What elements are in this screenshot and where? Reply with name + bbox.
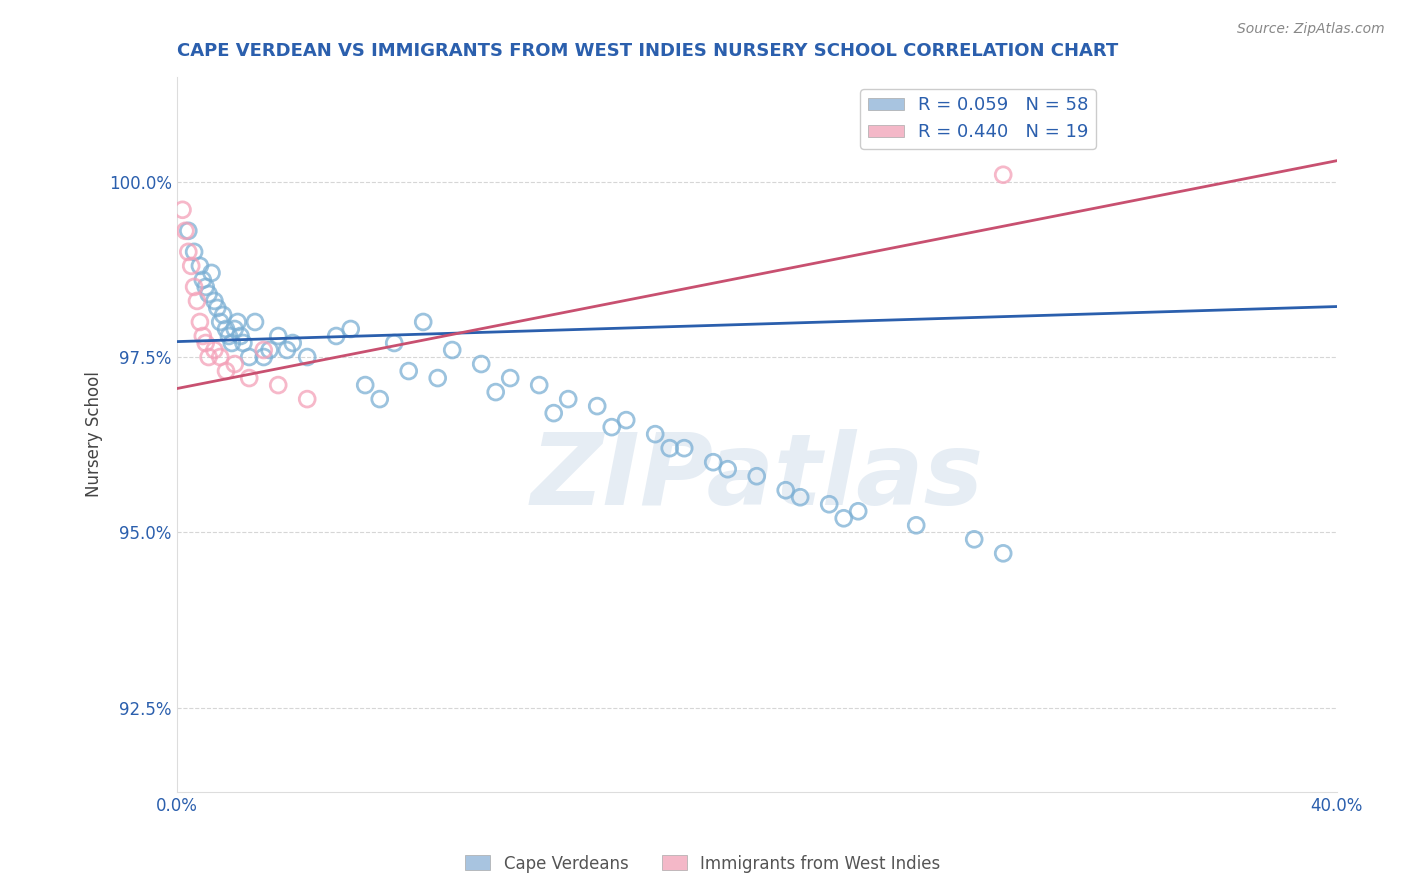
- Point: [183, 244, 205, 259]
- Point: [174, 224, 197, 238]
- Point: [557, 392, 579, 406]
- Point: [183, 280, 205, 294]
- Point: [209, 315, 232, 329]
- Point: [658, 441, 681, 455]
- Point: [354, 378, 377, 392]
- Point: [398, 364, 420, 378]
- Point: [267, 329, 290, 343]
- Point: [775, 483, 797, 498]
- Point: [993, 546, 1015, 560]
- Point: [224, 322, 246, 336]
- Point: [297, 392, 319, 406]
- Point: [253, 350, 276, 364]
- Point: [188, 315, 211, 329]
- Point: [177, 224, 200, 238]
- Point: [470, 357, 492, 371]
- Point: [382, 336, 405, 351]
- Point: [172, 202, 194, 217]
- Point: [789, 490, 811, 504]
- Point: [212, 308, 235, 322]
- Point: [186, 293, 208, 308]
- Point: [243, 315, 266, 329]
- Point: [368, 392, 391, 406]
- Point: [600, 420, 623, 434]
- Point: [207, 301, 229, 315]
- Point: [586, 399, 609, 413]
- Point: [529, 378, 551, 392]
- Point: [846, 504, 869, 518]
- Point: [180, 259, 202, 273]
- Text: Source: ZipAtlas.com: Source: ZipAtlas.com: [1237, 22, 1385, 37]
- Y-axis label: Nursery School: Nursery School: [86, 371, 103, 497]
- Point: [485, 385, 508, 400]
- Point: [644, 427, 666, 442]
- Point: [204, 293, 226, 308]
- Point: [238, 371, 260, 385]
- Point: [441, 343, 464, 357]
- Text: CAPE VERDEAN VS IMMIGRANTS FROM WEST INDIES NURSERY SCHOOL CORRELATION CHART: CAPE VERDEAN VS IMMIGRANTS FROM WEST IND…: [177, 42, 1118, 60]
- Point: [218, 329, 240, 343]
- Point: [426, 371, 449, 385]
- Point: [339, 322, 361, 336]
- Point: [204, 343, 226, 357]
- Point: [281, 336, 304, 351]
- Point: [226, 315, 249, 329]
- Point: [543, 406, 565, 420]
- Point: [297, 350, 319, 364]
- Point: [832, 511, 855, 525]
- Point: [993, 168, 1015, 182]
- Point: [745, 469, 768, 483]
- Point: [194, 336, 217, 351]
- Point: [905, 518, 928, 533]
- Point: [224, 357, 246, 371]
- Legend: Cape Verdeans, Immigrants from West Indies: Cape Verdeans, Immigrants from West Indi…: [458, 848, 948, 880]
- Point: [221, 336, 243, 351]
- Point: [412, 315, 434, 329]
- Point: [717, 462, 740, 476]
- Point: [215, 322, 238, 336]
- Point: [253, 343, 276, 357]
- Point: [191, 273, 214, 287]
- Point: [673, 441, 696, 455]
- Point: [209, 350, 232, 364]
- Point: [177, 244, 200, 259]
- Point: [702, 455, 724, 469]
- Point: [232, 336, 254, 351]
- Point: [215, 364, 238, 378]
- Point: [259, 343, 281, 357]
- Point: [229, 329, 252, 343]
- Point: [194, 280, 217, 294]
- Point: [200, 266, 222, 280]
- Point: [197, 350, 219, 364]
- Legend: R = 0.059   N = 58, R = 0.440   N = 19: R = 0.059 N = 58, R = 0.440 N = 19: [860, 89, 1095, 149]
- Point: [191, 329, 214, 343]
- Point: [267, 378, 290, 392]
- Point: [238, 350, 260, 364]
- Point: [197, 287, 219, 301]
- Point: [188, 259, 211, 273]
- Point: [963, 533, 986, 547]
- Text: ZIPatlas: ZIPatlas: [530, 428, 983, 525]
- Point: [276, 343, 298, 357]
- Point: [614, 413, 637, 427]
- Point: [499, 371, 522, 385]
- Point: [818, 497, 841, 511]
- Point: [325, 329, 347, 343]
